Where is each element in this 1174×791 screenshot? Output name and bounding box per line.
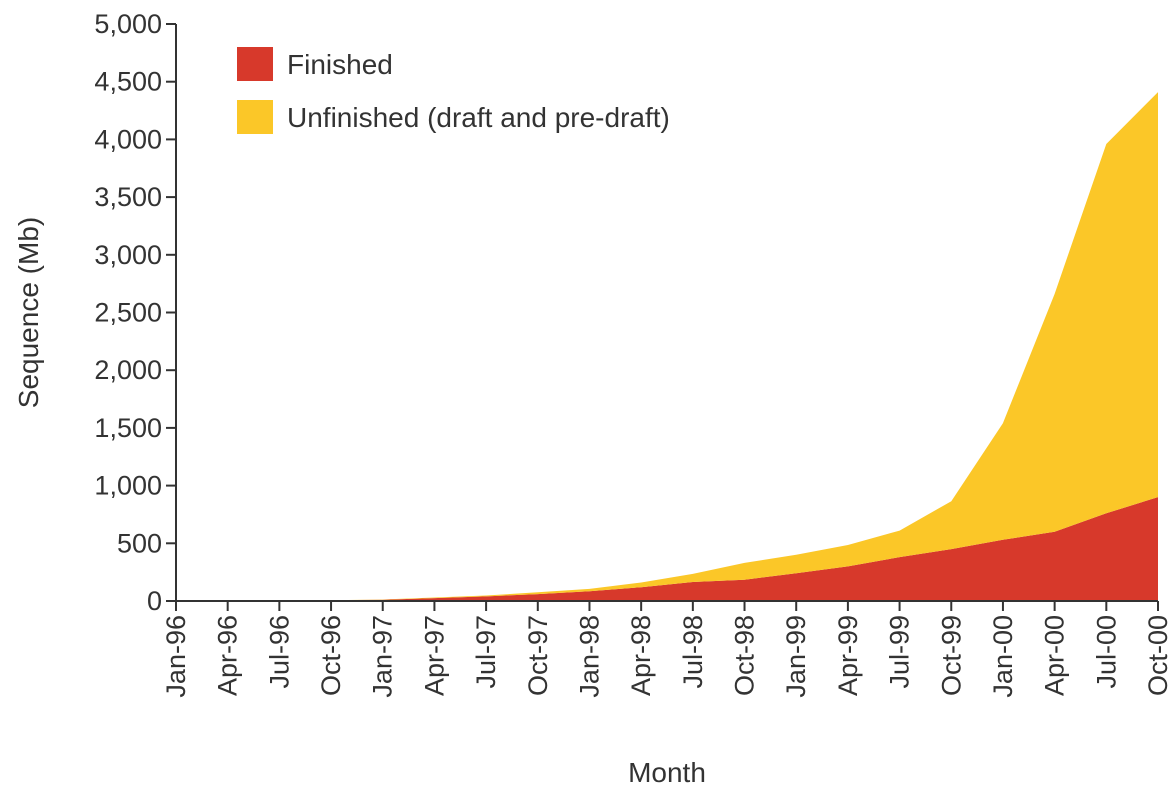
legend-swatch-unfinished bbox=[237, 100, 273, 134]
x-tick-label: Jul-99 bbox=[885, 615, 915, 689]
legend-label-unfinished: Unfinished (draft and pre-draft) bbox=[287, 102, 670, 133]
x-axis-title: Month bbox=[628, 757, 706, 788]
x-tick-label: Oct-00 bbox=[1143, 615, 1173, 696]
x-tick-label: Jul-98 bbox=[678, 615, 708, 689]
area-series-group bbox=[176, 92, 1158, 601]
y-tick-label: 4,500 bbox=[94, 67, 162, 97]
x-tick-label: Apr-98 bbox=[626, 615, 656, 696]
x-tick-label: Jan-00 bbox=[988, 615, 1018, 698]
y-tick-label: 0 bbox=[147, 586, 162, 616]
x-tick-label: Apr-97 bbox=[419, 615, 449, 696]
y-axis-title: Sequence (Mb) bbox=[13, 217, 44, 408]
x-tick-label: Jan-96 bbox=[161, 615, 191, 698]
x-tick-label: Jul-00 bbox=[1091, 615, 1121, 689]
legend-label-finished: Finished bbox=[287, 49, 393, 80]
y-tick-label: 500 bbox=[117, 528, 162, 558]
y-tick-label: 1,500 bbox=[94, 413, 162, 443]
x-tick-label: Oct-99 bbox=[936, 615, 966, 696]
x-tick-label: Oct-96 bbox=[316, 615, 346, 696]
y-tick-label: 2,500 bbox=[94, 298, 162, 328]
x-tick-label: Apr-99 bbox=[833, 615, 863, 696]
x-ticks-group: Jan-96 Apr-96 Jul-96 Oct-96 Jan-97 Apr-97 Jul-… bbox=[161, 601, 1173, 698]
x-tick-label: Oct-98 bbox=[730, 615, 760, 696]
y-tick-label: 3,000 bbox=[94, 240, 162, 270]
y-tick-label: 2,000 bbox=[94, 355, 162, 385]
x-tick-label: Apr-00 bbox=[1040, 615, 1070, 696]
x-tick-label: Oct-97 bbox=[523, 615, 553, 696]
y-tick-label: 5,000 bbox=[94, 9, 162, 39]
area-series-finished bbox=[176, 497, 1158, 601]
x-tick-label: Jan-99 bbox=[781, 615, 811, 698]
y-tick-label: 3,500 bbox=[94, 182, 162, 212]
x-tick-label: Jan-98 bbox=[574, 615, 604, 698]
x-tick-label: Jul-96 bbox=[264, 615, 294, 689]
y-ticks-group: 0 500 1,000 1,500 2,000 2,500 3,000 3,500 4,000 4… bbox=[94, 9, 176, 616]
x-tick-label: Apr-96 bbox=[213, 615, 243, 696]
legend-swatch-finished bbox=[237, 47, 273, 81]
y-tick-label: 1,000 bbox=[94, 471, 162, 501]
y-tick-label: 4,000 bbox=[94, 124, 162, 154]
legend: Finished Unfinished (draft and pre-draft… bbox=[237, 47, 670, 134]
x-tick-label: Jul-97 bbox=[471, 615, 501, 689]
area-series-unfinished bbox=[176, 92, 1158, 601]
x-tick-label: Jan-97 bbox=[368, 615, 398, 698]
